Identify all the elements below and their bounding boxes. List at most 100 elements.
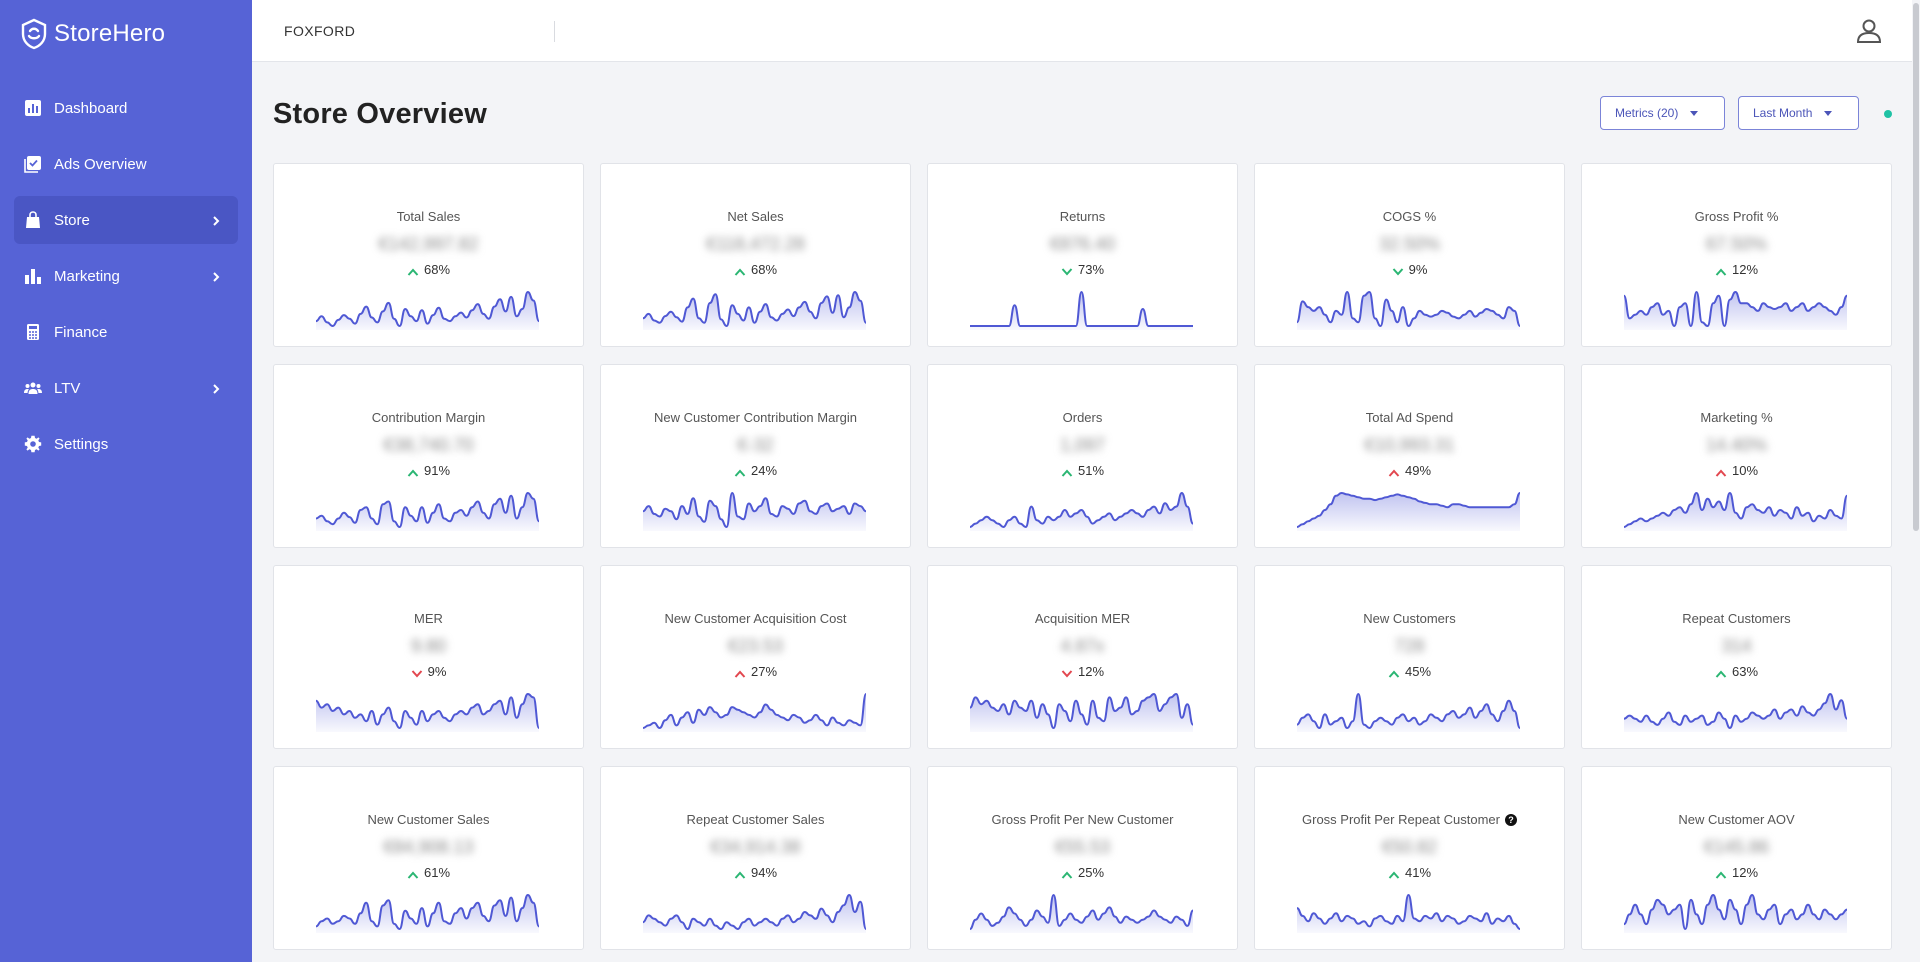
metric-card[interactable]: MER 9.80 9% [273, 565, 584, 749]
sparkline-line [316, 893, 539, 931]
metric-card[interactable]: Acquisition MER 4.87x 12% [927, 565, 1238, 749]
metric-value: €-32 [737, 435, 774, 455]
sparkline-area [1297, 493, 1520, 531]
sparkline-line [316, 692, 539, 730]
metric-change: 45% [1255, 664, 1564, 679]
metric-title: New Customer Sales [274, 812, 583, 827]
sidebar-item-ltv[interactable]: LTV [14, 364, 238, 412]
metrics-dropdown[interactable]: Metrics (20) [1600, 96, 1725, 130]
chevron-down-icon [1690, 110, 1699, 116]
metric-title-text: Marketing % [1700, 410, 1773, 425]
metric-card[interactable]: Total Ad Spend €10,993.31 49% [1254, 364, 1565, 548]
metric-change: 10% [1582, 463, 1891, 478]
metric-title: Repeat Customers [1582, 611, 1891, 626]
arrow-up-icon [407, 868, 419, 879]
gear-icon [24, 435, 42, 453]
metric-card[interactable]: Contribution Margin €38,740.70 91% [273, 364, 584, 548]
sparkline [1624, 893, 1847, 933]
metric-change-value: 25% [1077, 865, 1105, 880]
metric-card[interactable]: COGS % 32.50% 9% [1254, 163, 1565, 347]
scrollbar[interactable] [1912, 0, 1920, 962]
metric-card[interactable]: Repeat Customers 314 63% [1581, 565, 1892, 749]
metric-value: €55.53 [1054, 837, 1111, 857]
metric-card[interactable]: Gross Profit Per Repeat Customer? €50.82 4… [1254, 766, 1565, 950]
metric-card[interactable]: New Customer Sales €84,908.13 61% [273, 766, 584, 950]
topbar: FOXFORD [252, 0, 1920, 62]
store-name[interactable]: FOXFORD [284, 23, 356, 39]
sparkline-area [1297, 694, 1520, 732]
status-indicator [1884, 110, 1892, 118]
metric-title-text: Gross Profit Per Repeat Customer [1302, 812, 1500, 827]
sidebar-item-label: Ads Overview [54, 155, 147, 173]
sparkline-line [316, 491, 539, 529]
sidebar-item-label: Settings [54, 435, 109, 453]
arrow-up-icon [407, 265, 419, 276]
metric-value: 4.87x [1060, 636, 1105, 656]
arrow-up-icon [1061, 868, 1073, 879]
metric-change-value: 45% [1404, 664, 1432, 679]
metric-card[interactable]: New Customers 728 45% [1254, 565, 1565, 749]
metric-card[interactable]: Gross Profit Per New Customer €55.53 25% [927, 766, 1238, 950]
metric-change-value: 41% [1404, 865, 1432, 880]
metric-title: New Customer AOV [1582, 812, 1891, 827]
metric-title-text: Acquisition MER [1034, 611, 1131, 626]
sidebar-item-ads-overview[interactable]: Ads Overview [14, 140, 238, 188]
metric-card[interactable]: New Customer Contribution Margin €-32 24% [600, 364, 911, 548]
metric-value: €38,740.70 [383, 435, 474, 455]
metric-title-text: Orders [1062, 410, 1103, 425]
arrow-up-icon [1061, 466, 1073, 477]
metric-change-value: 94% [750, 865, 778, 880]
topbar-divider [554, 21, 555, 42]
sparkline [316, 692, 539, 732]
metric-change-value: 61% [423, 865, 451, 880]
sparkline-line [1297, 692, 1520, 730]
sparkline-area [316, 493, 539, 531]
metric-change-value: 12% [1077, 664, 1105, 679]
metric-card[interactable]: Marketing % 14.40% 10% [1581, 364, 1892, 548]
sparkline [970, 491, 1193, 531]
scrollbar-thumb[interactable] [1913, 3, 1919, 531]
sidebar-item-label: LTV [54, 379, 81, 397]
sparkline [316, 491, 539, 531]
metric-card[interactable]: Net Sales €118,472.28 68% [600, 163, 911, 347]
metric-title: Total Sales [274, 209, 583, 224]
bar-chart-icon [24, 267, 42, 285]
metric-card[interactable]: New Customer Acquisition Cost €23.53 27% [600, 565, 911, 749]
sidebar-item-store[interactable]: Store [14, 196, 238, 244]
metric-value: 9.80 [410, 636, 447, 656]
sparkline [643, 290, 866, 330]
user-icon[interactable] [1856, 18, 1882, 44]
metric-card[interactable]: Returns €876.40 73% [927, 163, 1238, 347]
metric-card[interactable]: Total Sales €142,997.82 68% [273, 163, 584, 347]
sidebar-item-marketing[interactable]: Marketing [14, 252, 238, 300]
main-content: Store Overview Metrics (20) Last Month T… [252, 62, 1912, 962]
sidebar-item-finance[interactable]: Finance [14, 308, 238, 356]
logo[interactable]: StoreHero [0, 0, 252, 68]
sparkline [643, 893, 866, 933]
help-icon[interactable]: ? [1504, 814, 1517, 826]
metric-value: €142,997.82 [378, 234, 479, 254]
metric-card[interactable]: Orders 1,097 51% [927, 364, 1238, 548]
metric-title-text: Repeat Customer Sales [686, 812, 825, 827]
metric-change: 51% [928, 463, 1237, 478]
sidebar-item-settings[interactable]: Settings [14, 420, 238, 468]
sparkline-line [1297, 491, 1520, 528]
sidebar-item-dashboard[interactable]: Dashboard [14, 84, 238, 132]
metric-card[interactable]: Gross Profit % 67.50% 12% [1581, 163, 1892, 347]
metric-value: €34,914.38 [710, 837, 801, 857]
metric-title: New Customer Acquisition Cost [601, 611, 910, 626]
sidebar: StoreHero Dashboard Ads Overview Store Mark… [0, 0, 252, 962]
date-range-dropdown[interactable]: Last Month [1738, 96, 1859, 130]
metric-title-text: New Customer Sales [367, 812, 490, 827]
arrow-up-icon [734, 667, 746, 678]
metric-value: 67.50% [1705, 234, 1768, 254]
metric-title-text: Returns [1059, 209, 1106, 224]
sidebar-nav: Dashboard Ads Overview Store Marketing Finan… [0, 84, 252, 468]
metric-title: New Customers [1255, 611, 1564, 626]
metric-card[interactable]: Repeat Customer Sales €34,914.38 94% [600, 766, 911, 950]
sidebar-item-label: Finance [54, 323, 108, 341]
metric-change: 94% [601, 865, 910, 880]
metric-title-text: MER [414, 611, 443, 626]
metric-card[interactable]: New Customer AOV €145.86 12% [1581, 766, 1892, 950]
chevron-right-icon [210, 270, 222, 282]
